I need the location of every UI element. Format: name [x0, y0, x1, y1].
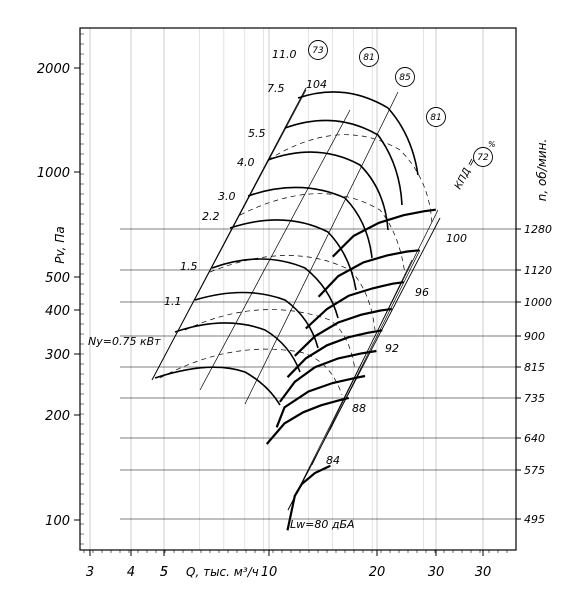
- noise-label: Lw=80 дБА: [290, 518, 355, 531]
- grid-lines: [89, 28, 516, 550]
- efficiency-curve: [159, 348, 343, 396]
- x-tick-label: 5: [160, 565, 168, 580]
- x-tick-label: 30: [428, 565, 445, 580]
- fan-curve: [284, 119, 403, 206]
- fan-curve: [297, 91, 419, 176]
- y-axis-label: Pv, Па: [53, 226, 67, 263]
- rpm-tick-label: 640: [524, 432, 545, 445]
- noise-label: 92: [385, 342, 399, 355]
- efficiency-label: 72: [477, 153, 489, 163]
- performance-curve-1120: [317, 249, 420, 298]
- power-label: Ny=0.75 кВт: [88, 335, 161, 348]
- y-tick-label: 400: [45, 304, 70, 319]
- fan-curve: [247, 186, 373, 259]
- x-axis-ticks: 3 4 55 10 20 30 30: [83, 550, 508, 580]
- y-axis-ticks: 2000 1000 500 400 300 200 100: [37, 33, 84, 545]
- fan-curve: [267, 151, 389, 231]
- rpm-axis-ticks: 1280 1120 1000 900 815 735 640 575 495: [516, 223, 552, 526]
- noise-label: 88: [352, 402, 366, 415]
- performance-curve-575: [265, 396, 349, 445]
- x-tick-label: 3: [86, 565, 94, 580]
- noise-label: 104: [306, 78, 327, 91]
- fan-curve: [194, 291, 319, 349]
- efficiency-circle: [473, 147, 493, 167]
- efficiency-curve: [267, 134, 433, 226]
- y-tick-label: 300: [45, 348, 70, 363]
- x-axis-label: Q, тыс. м³/ч: [186, 565, 259, 579]
- efficiency-rays: [151, 87, 441, 511]
- y-tick-label: 200: [45, 409, 70, 424]
- rpm-axis-label: n, об/мин.: [535, 139, 549, 202]
- y-tick-label: 100: [45, 514, 70, 529]
- efficiency-curves: [159, 134, 433, 396]
- rpm-tick-label: 1120: [524, 264, 552, 277]
- performance-curve-1280: [331, 208, 436, 258]
- power-label: 3.0: [218, 190, 236, 203]
- rpm-tick-label: 1280: [524, 223, 552, 236]
- efficiency-circle: [308, 40, 328, 60]
- performance-curve-815: [286, 329, 383, 378]
- power-label: 5.5: [248, 127, 266, 140]
- y-tick-label: 500: [45, 271, 70, 286]
- performance-curve-1000: [305, 281, 404, 330]
- power-label: 11.0: [272, 48, 297, 61]
- rpm-tick-label: 735: [524, 392, 545, 405]
- right-envelope: [287, 217, 441, 511]
- efficiency-curve: [239, 193, 406, 276]
- x-tick-label: 5: [160, 565, 168, 580]
- rpm-tick-label: 815: [524, 361, 545, 374]
- efficiency-ray: [199, 109, 351, 391]
- efficiency-label: 81: [363, 53, 374, 63]
- x-tick-label: 30: [475, 565, 492, 580]
- power-label: 1.1: [164, 295, 182, 308]
- fan-curve: [211, 258, 339, 319]
- x-tick-label: 20: [369, 565, 386, 580]
- efficiency-label: 81: [430, 113, 441, 123]
- rpm-tick-label: 1000: [524, 296, 552, 309]
- rpm-tick-label: 495: [524, 513, 545, 526]
- performance-curve-735: [279, 349, 377, 403]
- noise-label: 100: [446, 232, 467, 245]
- x-tick-label: 4: [127, 565, 135, 580]
- fan-curve: [154, 366, 281, 406]
- efficiency-curve: [209, 255, 376, 331]
- performance-curves: [154, 91, 436, 531]
- fan-curve: [174, 322, 301, 373]
- efficiency-curve: [184, 309, 356, 371]
- power-label: 4.0: [237, 156, 255, 169]
- efficiency-circle: [395, 67, 415, 87]
- performance-curve-495: [286, 464, 331, 531]
- power-label: 1.5: [180, 260, 198, 273]
- plot-frame: [79, 27, 517, 551]
- fan-curve: [229, 219, 357, 291]
- efficiency-label: 85: [399, 73, 411, 83]
- y-tick-label: 2000: [37, 62, 70, 77]
- efficiency-ray: [244, 91, 399, 405]
- rpm-tick-label: 575: [524, 464, 545, 477]
- performance-curve-640: [275, 374, 366, 428]
- power-label: 2.2: [202, 210, 220, 223]
- y-tick-label: 1000: [37, 166, 70, 181]
- noise-label: 96: [415, 286, 429, 299]
- efficiency-circle: [359, 47, 379, 67]
- performance-curve-900: [294, 307, 392, 357]
- efficiency-circle: [426, 107, 446, 127]
- rpm-tick-label: 900: [524, 330, 545, 343]
- power-label: 7.5: [267, 82, 285, 95]
- efficiency-label: 73: [312, 46, 324, 56]
- noise-label: 84: [326, 454, 340, 467]
- x-tick-label: 10: [261, 565, 278, 580]
- efficiency-ray: [311, 259, 413, 466]
- efficiency-caption: КПД =: [453, 156, 479, 191]
- efficiency-unit: %: [488, 140, 496, 149]
